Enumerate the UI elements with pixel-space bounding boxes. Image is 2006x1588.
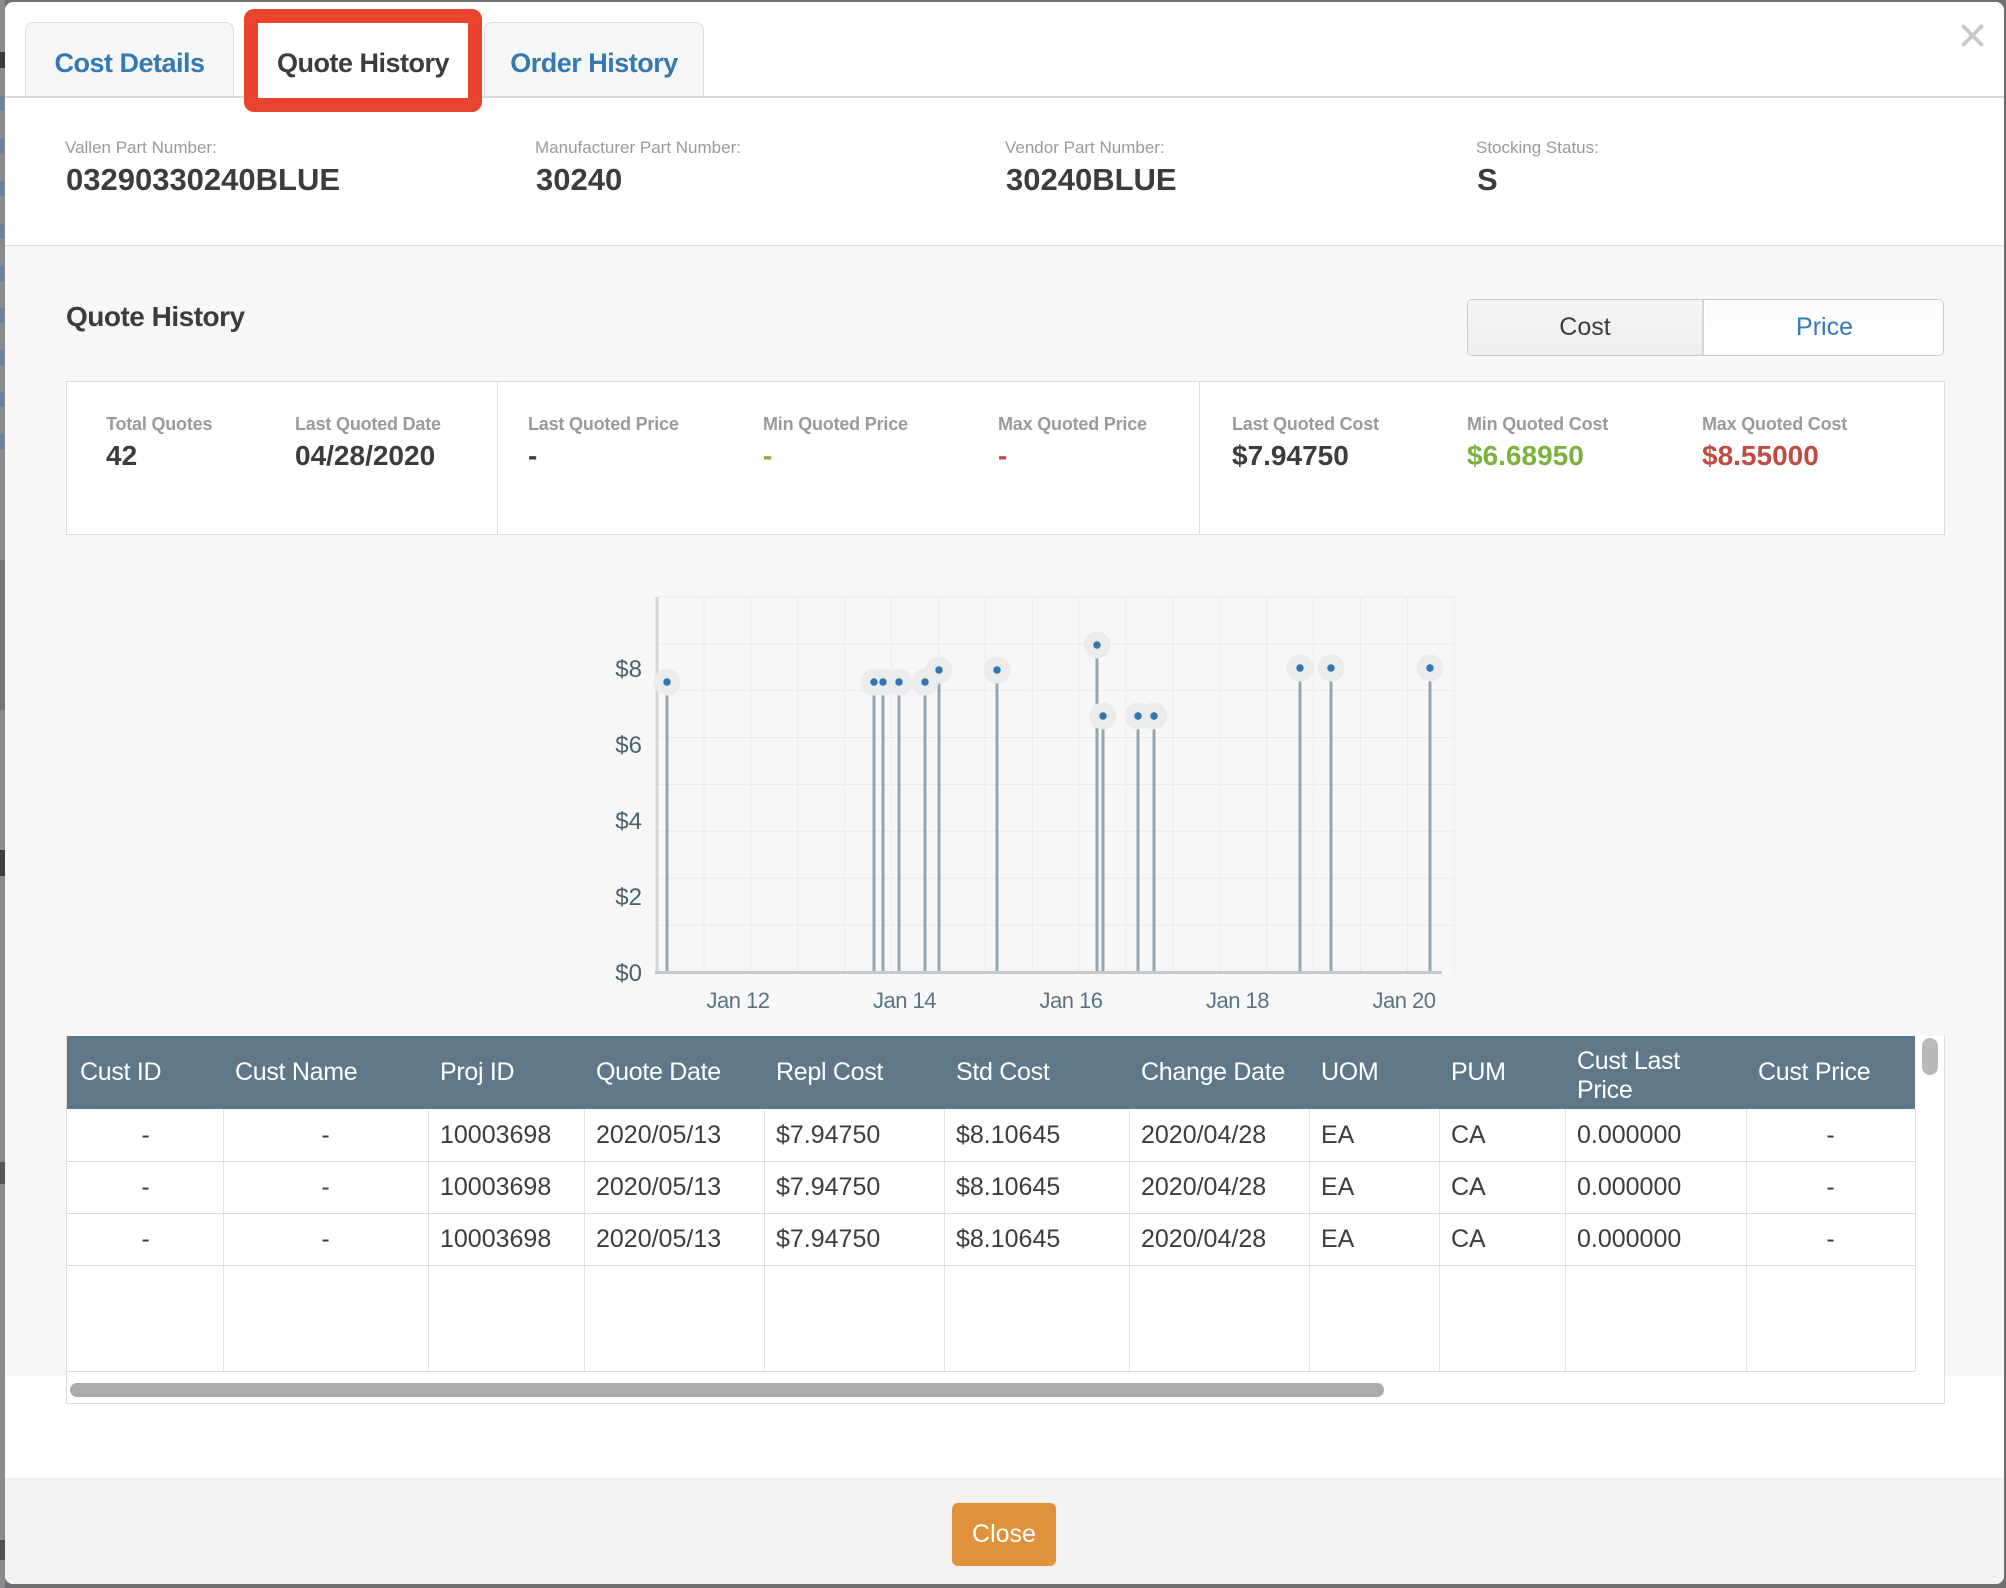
svg-text:Jan 18: Jan 18 bbox=[1206, 988, 1269, 1013]
svg-text:$0: $0 bbox=[615, 960, 642, 987]
svg-text:$8: $8 bbox=[615, 656, 642, 683]
svg-text:Jan 16: Jan 16 bbox=[1039, 988, 1102, 1013]
svg-text:$2: $2 bbox=[615, 884, 642, 911]
svg-text:Jan 12: Jan 12 bbox=[706, 988, 769, 1013]
svg-text:Jan 20: Jan 20 bbox=[1372, 988, 1435, 1013]
svg-text:$4: $4 bbox=[615, 808, 642, 835]
svg-text:$6: $6 bbox=[615, 732, 642, 759]
svg-text:Jan 14: Jan 14 bbox=[873, 988, 936, 1013]
